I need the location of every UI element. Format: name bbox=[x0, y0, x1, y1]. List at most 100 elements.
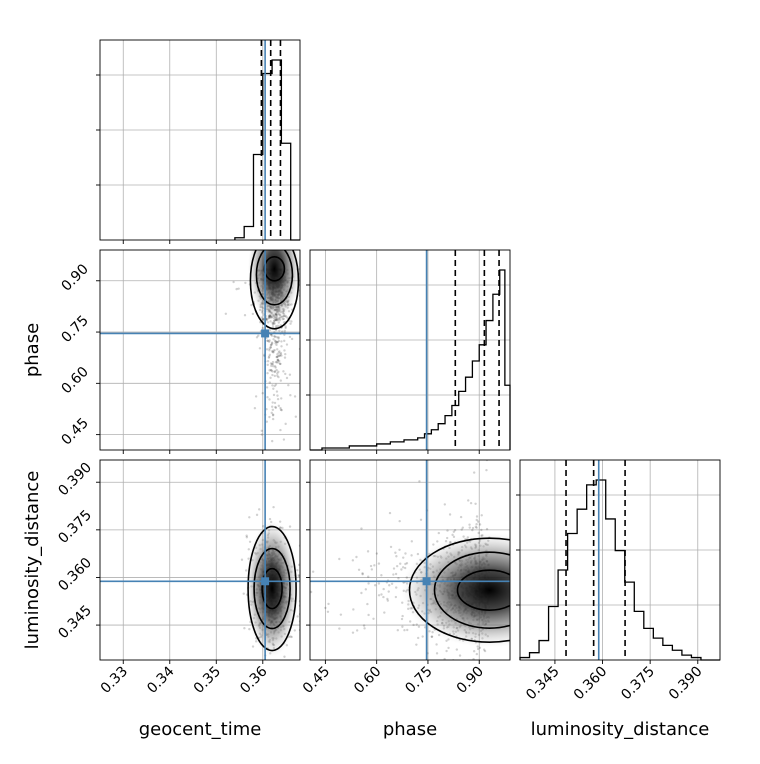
sample-point bbox=[274, 405, 277, 409]
sample-point bbox=[485, 468, 488, 472]
sample-point bbox=[276, 359, 279, 362]
sample-point bbox=[257, 334, 260, 337]
hist-panel-geocent-time bbox=[96, 39, 301, 244]
sample-point bbox=[245, 536, 249, 539]
sample-point bbox=[270, 334, 274, 337]
sample-point bbox=[410, 540, 414, 543]
sample-point bbox=[270, 405, 274, 408]
sample-point bbox=[277, 361, 280, 364]
sample-point bbox=[298, 563, 300, 567]
density-blob bbox=[248, 250, 300, 322]
contour-level bbox=[408, 537, 510, 643]
sample-point bbox=[310, 590, 313, 594]
sample-point bbox=[275, 343, 278, 347]
sample-point bbox=[267, 355, 271, 358]
sample-point bbox=[244, 281, 247, 285]
contour-level bbox=[253, 547, 291, 630]
sample-point bbox=[280, 397, 283, 400]
sample-point bbox=[283, 655, 286, 658]
x-tick-label: 0.34 bbox=[144, 663, 177, 696]
y-tick-label: 0.375 bbox=[55, 507, 95, 547]
sample-point bbox=[416, 636, 420, 640]
y-tick-label: 0.360 bbox=[55, 555, 95, 595]
sample-point bbox=[475, 652, 479, 656]
sample-point bbox=[398, 548, 401, 551]
sample-point bbox=[268, 347, 271, 350]
sample-point bbox=[260, 429, 263, 432]
sample-point bbox=[415, 623, 418, 626]
sample-point bbox=[224, 312, 228, 315]
sample-point bbox=[435, 652, 439, 655]
sample-point bbox=[268, 339, 271, 342]
sample-point bbox=[270, 350, 274, 353]
sample-point bbox=[297, 566, 299, 568]
sample-point bbox=[474, 502, 477, 505]
sample-point bbox=[277, 354, 281, 357]
sample-point bbox=[266, 360, 270, 363]
sample-point bbox=[270, 362, 274, 366]
sample-point bbox=[271, 321, 274, 324]
sample-point bbox=[279, 324, 282, 327]
sample-point bbox=[355, 555, 358, 559]
sample-point bbox=[455, 648, 459, 651]
sample-point bbox=[272, 490, 274, 492]
sample-point bbox=[288, 525, 292, 528]
sample-point bbox=[265, 386, 269, 389]
sample-point bbox=[395, 555, 398, 558]
sample-point bbox=[471, 528, 474, 532]
sample-point bbox=[281, 475, 283, 477]
sample-point bbox=[247, 548, 251, 551]
sample-point bbox=[485, 527, 489, 531]
sample-point bbox=[339, 613, 343, 616]
sample-point bbox=[279, 408, 283, 411]
sample-point bbox=[377, 582, 381, 585]
sample-point bbox=[403, 566, 407, 570]
sample-point bbox=[272, 365, 275, 368]
sample-point bbox=[386, 599, 390, 602]
sample-point bbox=[266, 339, 269, 342]
sample-point bbox=[273, 335, 277, 338]
sample-point bbox=[483, 649, 487, 653]
sample-point bbox=[277, 351, 280, 354]
sample-point bbox=[273, 674, 275, 676]
sample-point bbox=[275, 368, 278, 372]
sample-point bbox=[394, 595, 398, 599]
sample-point bbox=[262, 318, 265, 322]
sample-point bbox=[269, 345, 272, 349]
sample-point bbox=[295, 673, 297, 675]
sample-point bbox=[419, 518, 423, 521]
sample-point bbox=[269, 362, 273, 365]
sample-point bbox=[278, 329, 281, 332]
sample-point bbox=[287, 663, 289, 665]
sample-point bbox=[284, 422, 287, 426]
y-tick-label: 0.390 bbox=[55, 460, 95, 500]
sample-point bbox=[279, 671, 281, 673]
sample-point bbox=[266, 321, 270, 324]
x-axis-label-phase: phase bbox=[383, 719, 437, 740]
sample-point bbox=[469, 501, 473, 505]
sample-point bbox=[273, 370, 276, 374]
sample-point bbox=[274, 340, 277, 343]
panel-content bbox=[297, 460, 510, 706]
sample-point bbox=[284, 352, 287, 356]
sample-point bbox=[360, 591, 363, 595]
sample-point bbox=[271, 362, 275, 366]
sample-point bbox=[270, 369, 273, 372]
sample-point bbox=[268, 415, 271, 419]
sample-point bbox=[255, 336, 259, 339]
panel-content bbox=[224, 250, 300, 492]
sample-point bbox=[271, 401, 274, 404]
sample-point bbox=[288, 335, 292, 339]
sample-point bbox=[479, 704, 481, 706]
sample-point bbox=[280, 408, 283, 412]
sample-point bbox=[276, 372, 279, 375]
sample-point bbox=[478, 523, 482, 526]
sample-point bbox=[271, 350, 275, 354]
sample-point bbox=[276, 394, 279, 397]
sample-point bbox=[271, 370, 274, 373]
sample-point bbox=[383, 611, 386, 614]
sample-point bbox=[253, 406, 257, 410]
sample-point bbox=[273, 349, 276, 352]
sample-point bbox=[457, 671, 459, 673]
sample-point bbox=[268, 328, 272, 332]
